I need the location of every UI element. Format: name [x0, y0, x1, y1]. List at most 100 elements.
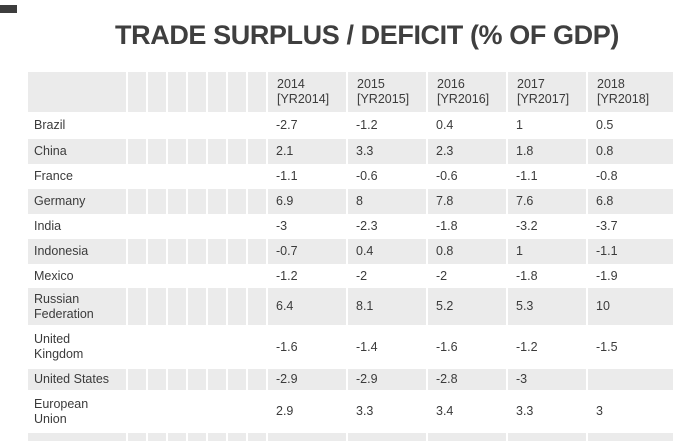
table-row-mexico: Mexico -1.2 -2 -2 -1.8 -1.9	[28, 264, 673, 288]
spacer-cell	[188, 433, 208, 441]
table-row-united-states: United States -2.9 -2.9 -2.8 -3	[28, 369, 673, 390]
country-name: European Union	[34, 396, 89, 426]
spacer-cell	[168, 112, 188, 139]
value-cell: -1.6	[276, 339, 298, 354]
country-name: China	[28, 139, 128, 164]
value-cell: -1.2	[356, 118, 378, 132]
spacer-cell	[168, 189, 188, 214]
spacer-cell	[208, 264, 228, 288]
value-cell: 0.4	[348, 239, 428, 264]
table-row-european-union: European Union 2.9 3.3 3.4 3.3 3	[28, 390, 673, 433]
country-name: Brazil	[34, 118, 66, 132]
spacer-cell	[208, 214, 228, 239]
value-cell: 6.4	[268, 288, 348, 325]
value-cell: -2.8	[428, 369, 508, 390]
value-cell: -1.2	[516, 339, 538, 354]
spacer-cell	[148, 164, 168, 189]
table-row-russian-federation: Russian Federation 6.4 8.1 5.2 5.3 10	[28, 288, 673, 325]
spacer-cell	[168, 325, 188, 369]
spacer-cell	[188, 390, 208, 433]
value-cell: 8	[348, 189, 428, 214]
year-column-header-2018: 2018 [YR2018]	[588, 72, 673, 112]
value-cell: 1.8	[508, 139, 588, 164]
spacer-cell	[128, 189, 148, 214]
value-cell: -1.8	[516, 268, 538, 283]
spacer-cell	[228, 288, 248, 325]
spacer-cell	[128, 369, 148, 390]
spacer-cell	[188, 112, 208, 139]
value-cell: 3.3	[348, 139, 428, 164]
value-cell: -1.1	[588, 239, 673, 264]
value-cell: 3.3	[356, 404, 374, 418]
spacer-cell	[128, 288, 148, 325]
spacer-cell	[128, 264, 148, 288]
value-cell: 6.8	[588, 189, 673, 214]
spacer-cell	[148, 139, 168, 164]
value-cell: -1.9	[596, 268, 618, 283]
spacer-cell	[208, 112, 228, 139]
spacer-cell	[188, 164, 208, 189]
page-title: TRADE SURPLUS / DEFICIT (% OF GDP)	[115, 20, 619, 50]
corner-artifact	[0, 5, 17, 13]
spacer-cell	[188, 214, 208, 239]
value-cell: 0.8	[428, 239, 508, 264]
value-cell: -2.9	[268, 369, 348, 390]
value-cell: -0.6	[436, 169, 458, 183]
value-cell: -2	[356, 268, 368, 283]
spacer-cell	[248, 164, 268, 189]
table-row-china: China 2.1 3.3 2.3 1.8 0.8	[28, 139, 673, 164]
spacer-cell	[228, 189, 248, 214]
spacer-cell	[248, 189, 268, 214]
spacer-cell	[228, 72, 248, 112]
spacer-cell	[148, 433, 168, 441]
country-name: United Kingdom	[34, 332, 84, 361]
table-row-indonesia: Indonesia -0.7 0.4 0.8 1 -1.1	[28, 239, 673, 264]
year-column-header-2015: 2015 [YR2015]	[348, 72, 428, 112]
spacer-cell	[188, 189, 208, 214]
value-cell: 0.4	[436, 118, 454, 132]
value-cell: -3	[508, 369, 588, 390]
value-cell: -0.7	[268, 239, 348, 264]
value-cell: -2.7	[276, 118, 298, 132]
spacer-cell	[128, 139, 148, 164]
spacer-cell	[128, 72, 148, 112]
spacer-cell	[248, 288, 268, 325]
value-cell: 3	[596, 404, 603, 418]
value-cell: -2.9	[348, 369, 428, 390]
value-cell: -3.2	[516, 219, 538, 233]
value-cell: -1.1	[276, 169, 298, 183]
value-cell: 2.3	[428, 139, 508, 164]
country-name: Germany	[28, 189, 128, 214]
spacer-cell	[148, 189, 168, 214]
country-name	[28, 433, 128, 441]
spacer-cell	[188, 288, 208, 325]
spacer-cell	[248, 112, 268, 139]
value-cell: 1	[508, 239, 588, 264]
spacer-cell	[128, 390, 148, 433]
spacer-cell	[188, 139, 208, 164]
value-cell: 5.2	[428, 288, 508, 325]
spacer-cell	[168, 433, 188, 441]
year-column-header-2016: 2016 [YR2016]	[428, 72, 508, 112]
year-column-header-2017: 2017 [YR2017]	[508, 72, 588, 112]
spacer-cell	[148, 239, 168, 264]
spacer-cell	[248, 72, 268, 112]
spacer-cell	[208, 164, 228, 189]
spacer-cell	[228, 164, 248, 189]
spacer-cell	[208, 139, 228, 164]
spacer-cell	[128, 433, 148, 441]
spacer-cell	[148, 369, 168, 390]
value-cell: 3.4	[436, 404, 454, 418]
spacer-cell	[228, 369, 248, 390]
spacer-cell	[168, 72, 188, 112]
spacer-cell	[228, 433, 248, 441]
spacer-cell	[188, 239, 208, 264]
spacer-cell	[228, 139, 248, 164]
country-name: India	[34, 219, 62, 233]
spacer-cell	[208, 288, 228, 325]
table-row-germany: Germany 6.9 8 7.8 7.6 6.8	[28, 189, 673, 214]
value-cell: -0.8	[596, 169, 618, 183]
spacer-cell	[188, 369, 208, 390]
value-cell: -1.6	[436, 339, 458, 354]
